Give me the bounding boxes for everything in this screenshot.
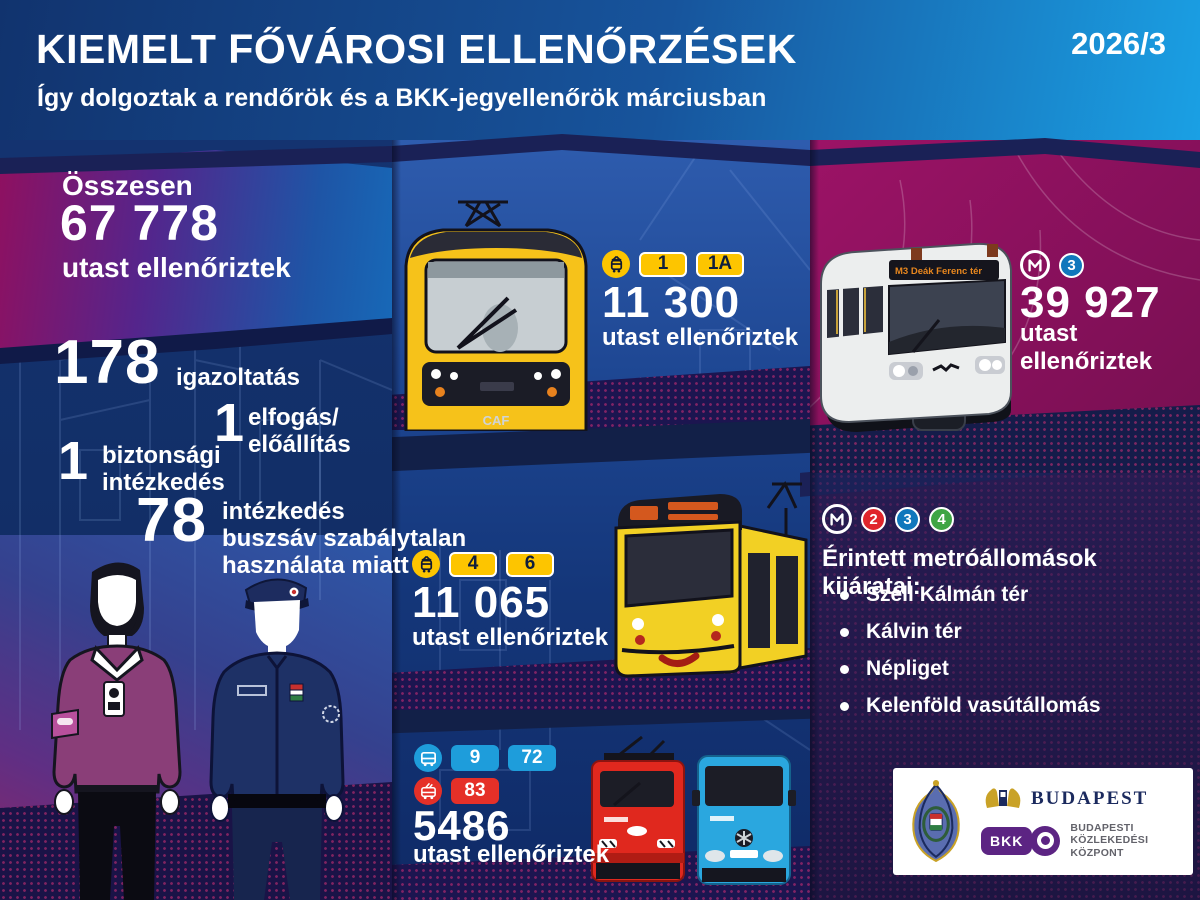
line-badge-72: 72 xyxy=(508,745,556,771)
tram-1-1a-badges: 1 1A xyxy=(602,250,744,278)
police-officer-figure xyxy=(209,578,345,900)
total-unit-label: utast ellenőriztek xyxy=(62,252,291,283)
bus-icon xyxy=(414,744,442,772)
panel-fold xyxy=(810,140,819,900)
line-badge-9: 9 xyxy=(451,745,499,771)
station-list-item: Népliget xyxy=(840,657,949,681)
tram-icon xyxy=(412,550,440,578)
metro-m3-unit: utast ellenőriztek xyxy=(1020,320,1153,375)
station-name: Kelenföld vasútállomás xyxy=(866,694,1101,717)
bullet-dot xyxy=(840,664,849,674)
metro-line-3-badge: 3 xyxy=(1059,252,1084,278)
station-list-item: Kelenföld vasútállomás xyxy=(840,694,1101,718)
total-intro-label: Összesen xyxy=(62,170,193,201)
stat-label-igazoltatas: igazoltatás xyxy=(176,364,301,391)
metro-exits-heading: Érintett metróállomások kijáratai: xyxy=(822,545,1097,600)
station-list-item: Kálvin tér xyxy=(840,620,962,644)
line-badge-83: 83 xyxy=(451,778,499,804)
navy-chevron-band xyxy=(0,134,1200,174)
line-badge-1: 1 xyxy=(639,251,687,277)
stat-value-elfogas: 1 xyxy=(214,393,246,453)
metro-m3-value: 39 927 xyxy=(1020,278,1161,327)
metro-line-3-badge: 3 xyxy=(895,506,920,532)
panel-fold xyxy=(392,140,401,900)
station-name: Népliget xyxy=(866,657,949,680)
header-band: KIEMELT FŐVÁROSI ELLENŐRZÉSEK Így dolgoz… xyxy=(0,0,1200,140)
bullet-dot xyxy=(840,701,849,711)
metro-exits-badges: 2 3 4 xyxy=(822,504,954,534)
bus-trolley-value: 5486 xyxy=(413,802,511,849)
stat-value-buszsav: 78 xyxy=(136,486,207,555)
tram-icon xyxy=(602,250,630,278)
budapest-crest-icon xyxy=(985,788,1021,808)
page-subtitle: Így dolgoztak a rendőrök és a BKK-jegyel… xyxy=(37,84,767,112)
budapest-wordmark: BUDAPEST xyxy=(1031,787,1149,809)
bullet-dot xyxy=(840,590,849,600)
caf-tram-illustration: CAF xyxy=(404,200,588,431)
tram-1-1a-unit: utast ellenőriztek xyxy=(602,324,799,351)
bkk-key-icon xyxy=(1030,825,1061,856)
budapest-logo: BUDAPEST xyxy=(981,784,1148,814)
trolleybus-icon xyxy=(414,777,442,805)
line-badge-4: 4 xyxy=(449,551,497,577)
tram-4-6-unit: utast ellenőriztek xyxy=(412,624,609,651)
issue-number: 2026/3 xyxy=(1071,26,1166,61)
tram-4-6-value: 11 065 xyxy=(412,578,551,627)
line-badge-6: 6 xyxy=(506,551,554,577)
combino-tram-illustration xyxy=(614,481,808,678)
partner-logos: BUDAPEST BKK BUDAPESTI KÖZLEKEDÉSI KÖZPO… xyxy=(981,784,1148,860)
total-ribbon xyxy=(0,150,392,348)
logos-box: BUDAPEST BKK BUDAPESTI KÖZLEKEDÉSI KÖZPO… xyxy=(893,768,1193,875)
page-title: KIEMELT FŐVÁROSI ELLENŐRZÉSEK xyxy=(36,26,797,72)
metro-icon xyxy=(1020,250,1050,280)
stat-label-buszsav: intézkedés buszsáv szabálytalan használa… xyxy=(222,498,467,579)
metro-m3-badges: 3 xyxy=(1020,250,1084,280)
station-list-item: Széll Kálmán tér xyxy=(840,583,1028,607)
metro-line-2-badge: 2 xyxy=(861,506,886,532)
stat-label-elfogas: elfogás/ előállítás xyxy=(248,404,351,458)
police-emblem xyxy=(912,779,960,862)
bkk-full-name: BUDAPESTI KÖZLEKEDÉSI KÖZPONT xyxy=(1070,821,1149,859)
station-name: Széll Kálmán tér xyxy=(866,583,1029,606)
trolleybus-illustration xyxy=(591,735,685,882)
stat-value-biztonsagi: 1 xyxy=(58,431,90,491)
line-badge-1a: 1A xyxy=(696,251,744,277)
stat-value-igazoltatas: 178 xyxy=(54,328,161,397)
bkk-wordmark: BKK xyxy=(981,826,1033,855)
caf-brand-text: CAF xyxy=(483,413,510,428)
stat-label-biztonsagi: biztonsági intézkedés xyxy=(102,442,225,496)
inspector-and-officer-figures xyxy=(51,562,345,900)
metro-destination-sign: M3 Deák Ferenc tér xyxy=(895,266,982,277)
station-name: Kálvin tér xyxy=(866,620,962,643)
bus-badges: 9 72 xyxy=(414,744,556,772)
metro-icon xyxy=(822,504,852,534)
bkk-logo: BKK BUDAPESTI KÖZLEKEDÉSI KÖZPONT xyxy=(981,822,1148,860)
bus-trolley-unit: utast ellenőriztek xyxy=(413,841,610,868)
ticket-inspector-figure xyxy=(51,562,182,900)
trolleybus-badges: 83 xyxy=(414,777,499,805)
tram-1-1a-value: 11 300 xyxy=(602,278,741,327)
total-value: 67 778 xyxy=(60,195,219,251)
tram-4-6-badges: 4 6 xyxy=(412,550,554,578)
bullet-dot xyxy=(840,627,849,637)
metro-train-illustration: M3 Deák Ferenc tér xyxy=(820,242,1012,432)
bus-illustration xyxy=(692,755,796,885)
metro-line-4-badge: 4 xyxy=(929,506,954,532)
